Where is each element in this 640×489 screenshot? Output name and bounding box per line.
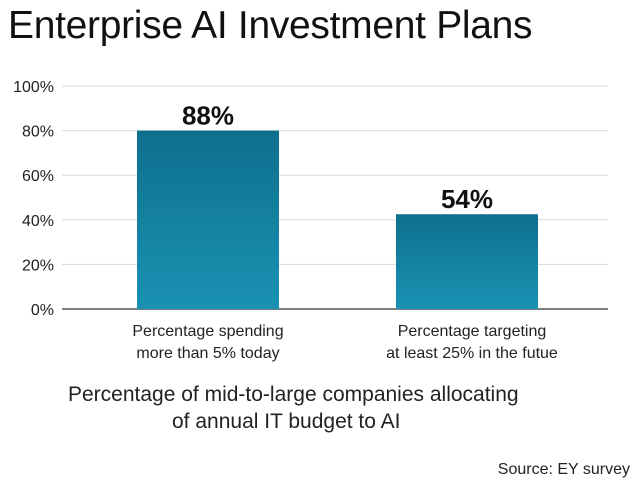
- bar-1: [137, 130, 279, 309]
- chart-title: Enterprise AI Investment Plans: [8, 4, 533, 47]
- y-tick-label: 80%: [22, 124, 54, 141]
- y-tick-label: 20%: [22, 257, 54, 274]
- y-tick-label: 100%: [13, 79, 54, 96]
- x-tick-label: Percentage spending: [132, 323, 283, 340]
- y-tick-label: 60%: [22, 168, 54, 185]
- bar-2: [396, 214, 538, 309]
- x-tick-label: Percentage targeting: [398, 323, 547, 340]
- bar-value-label: 54%: [441, 184, 493, 214]
- bar-value-label: 88%: [182, 101, 234, 131]
- x-tick-label: at least 25% in the futue: [386, 345, 558, 362]
- subtitle-line-2: of annual IT budget to AI: [172, 410, 401, 433]
- x-tick-label: more than 5% today: [136, 345, 279, 362]
- y-tick-label: 40%: [22, 213, 54, 230]
- y-tick-label: 0%: [31, 302, 54, 319]
- subtitle-line-1: Percentage of mid-to-large companies all…: [68, 383, 519, 406]
- bar-chart: 0% 20% 40% 60% 80% 100% 88% Percentage spending…: [13, 79, 608, 362]
- source-note: Source: EY survey: [497, 461, 630, 478]
